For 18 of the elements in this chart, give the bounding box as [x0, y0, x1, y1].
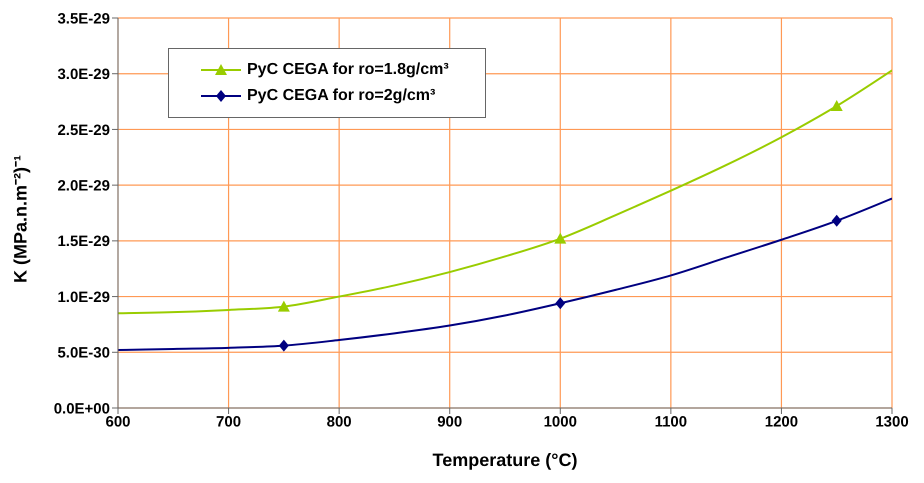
y-tick-label: 2.5E-29: [57, 122, 110, 139]
x-tick-label: 800: [326, 414, 352, 431]
x-tick-label: 1100: [654, 414, 688, 431]
y-tick-label: 5.0E-30: [57, 344, 110, 362]
y-tick-label: 3.5E-29: [57, 10, 110, 28]
y-tick-label: 3.0E-29: [57, 66, 110, 84]
legend-label: PyC CEGA for ro=1.8g/cm³: [247, 61, 449, 79]
x-tick-label: 1300: [875, 414, 909, 431]
y-tick-label: 2.0E-29: [57, 177, 110, 194]
x-tick-label: 1200: [764, 414, 798, 431]
legend-label: PyC CEGA for ro=2g/cm³: [247, 87, 436, 105]
y-tick-label: 1.0E-29: [57, 288, 110, 306]
x-axis-title: Temperature (°C): [432, 450, 578, 470]
x-tick-label: 1000: [544, 414, 577, 431]
y-axis-title: K (MPa.n.m⁻²)⁻¹: [10, 155, 30, 283]
x-tick-label: 700: [216, 414, 242, 431]
y-tick-label: 1.5E-29: [57, 233, 110, 250]
x-tick-label: 900: [437, 414, 462, 431]
